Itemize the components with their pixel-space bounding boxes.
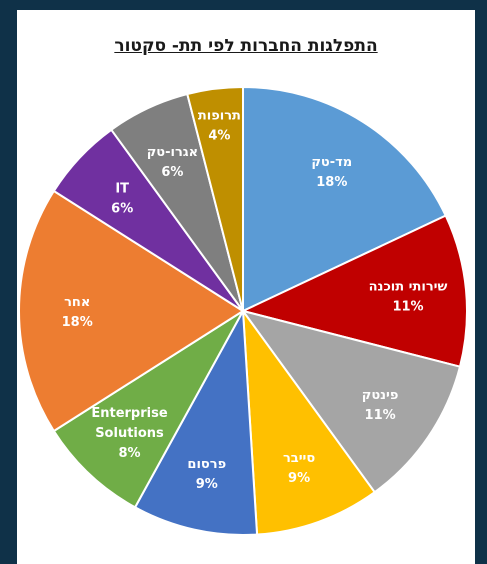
slice-percent: 9% [196,477,218,492]
pie-slice [133,307,259,536]
slice-label: מד-טק 18% [311,155,352,190]
slice-name: IT [115,182,129,197]
slice-label: סייבר 9% [283,451,315,486]
slice-name: פרסום [187,457,226,472]
pie-slice [186,85,244,312]
slice-percent: 18% [62,315,93,330]
pie-slice [240,214,468,368]
slice-name: סייבר [283,451,315,466]
slice-percent: 9% [288,471,310,486]
slice-label: אגרו-טק 6% [147,145,198,180]
slice-label: תרופות 4% [198,108,241,143]
slice-name: אחר [64,295,90,310]
slice-name: Solutions [95,426,164,441]
slice-label: פרסום 9% [187,457,226,492]
pie-slice [241,307,377,536]
slice-label: פינטק 11% [362,388,399,423]
slice-name: מד-טק [311,155,352,170]
slice-percent: 6% [111,202,133,217]
slice-percent: 4% [208,128,230,143]
slice-percent: 11% [392,299,423,314]
chart-title: התפלגות החברות לפי תת- סקטור [114,36,378,56]
slice-name: אגרו-טק [147,145,198,160]
pie-slice [52,310,244,509]
slice-name: Enterprise [91,406,167,421]
slice-percent: 8% [118,446,140,461]
slice-label: שירותי תוכנה 11% [369,279,448,314]
pie-slice [240,309,462,494]
slice-name: תרופות [198,108,241,123]
slice-name: שירותי תוכנה [369,279,448,294]
pie-slice [18,189,245,433]
slice-percent: 11% [365,408,396,423]
slice-label: אחר 18% [62,295,93,330]
slice-label: Enterprise Solutions 8% [91,406,167,461]
pie-slice [242,85,448,313]
slice-name: פינטק [362,388,399,403]
slice-percent: 6% [161,165,183,180]
slice-label: IT 6% [111,182,133,217]
slice-percent: 18% [316,175,347,190]
